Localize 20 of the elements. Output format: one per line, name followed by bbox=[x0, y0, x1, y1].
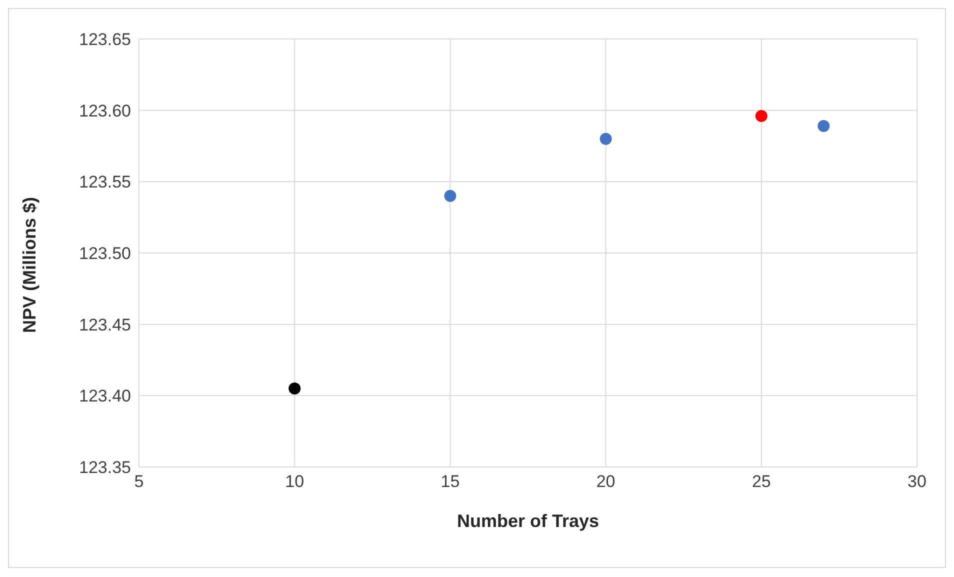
point bbox=[755, 110, 768, 122]
point bbox=[288, 382, 301, 395]
y-tick-label: 123.45 bbox=[79, 315, 131, 334]
y-axis-title: NPV (Millions $) bbox=[19, 196, 40, 333]
x-axis-title: Number of Trays bbox=[456, 511, 600, 531]
x-tick-label: 5 bbox=[134, 472, 144, 492]
x-tick-label: 10 bbox=[285, 472, 304, 492]
x-tick-label: 20 bbox=[596, 472, 616, 492]
point bbox=[600, 132, 612, 145]
y-tick-label: 123.35 bbox=[79, 458, 131, 478]
point bbox=[818, 120, 830, 132]
y-tick-label: 123.55 bbox=[79, 172, 131, 192]
x-tick-label: 15 bbox=[440, 472, 460, 492]
point bbox=[444, 190, 456, 202]
x-tick-label: 25 bbox=[752, 472, 771, 492]
y-tick-label: 123.60 bbox=[79, 101, 131, 120]
x-tick-label: 30 bbox=[908, 472, 926, 492]
y-tick-label: 123.50 bbox=[79, 244, 131, 264]
y-tick-label: 123.40 bbox=[79, 386, 131, 406]
y-tick-label: 123.65 bbox=[79, 30, 131, 50]
